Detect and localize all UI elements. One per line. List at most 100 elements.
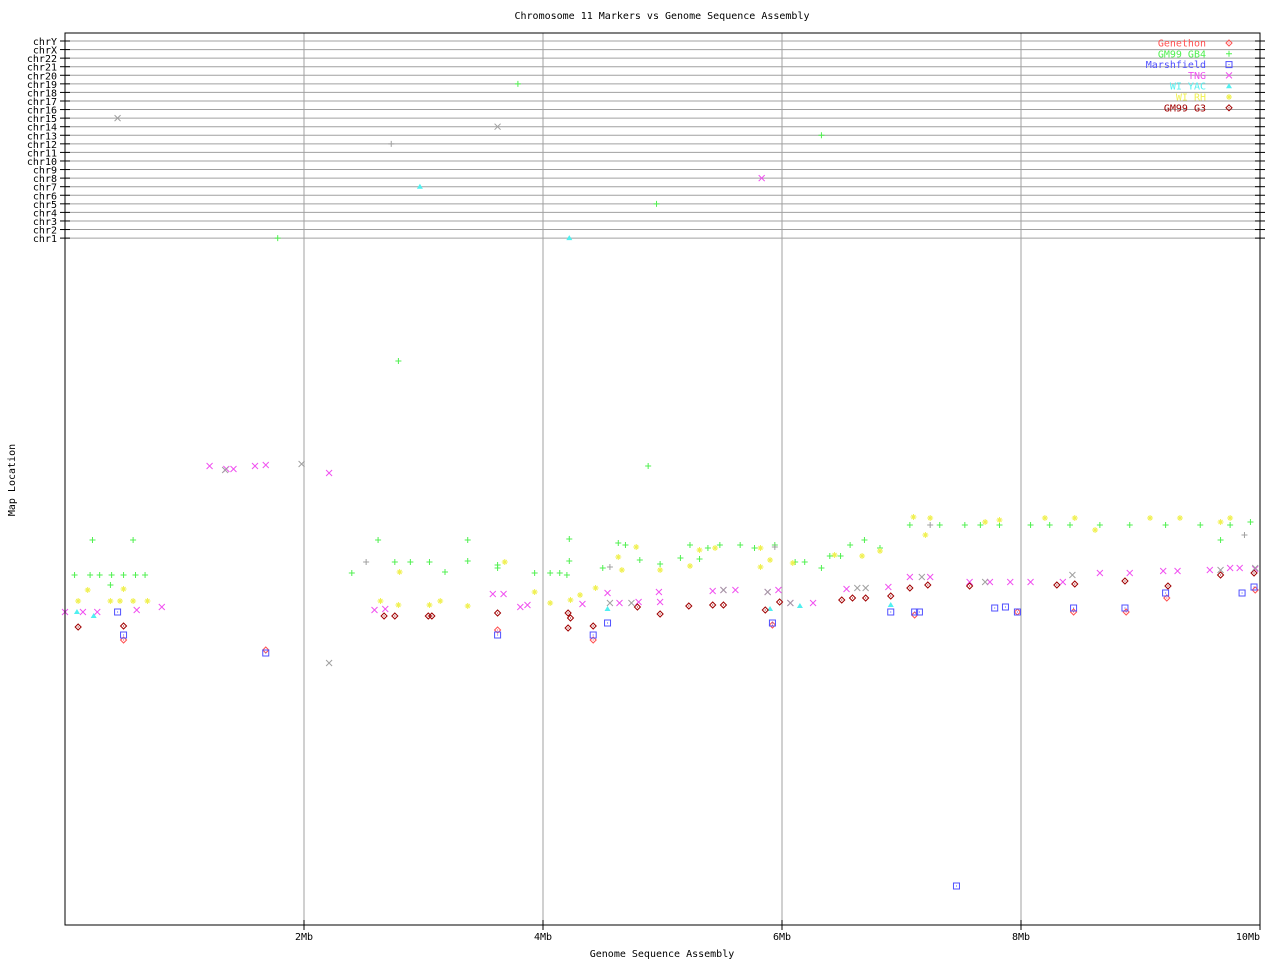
data-point (862, 584, 870, 592)
data-point (567, 597, 574, 603)
data-point (719, 601, 728, 609)
data-point (853, 584, 861, 592)
y-tick-label: chr21 (27, 63, 57, 74)
y-tick-label: chr20 (27, 71, 57, 82)
data-point (437, 598, 444, 604)
data-point (887, 592, 895, 600)
y-tick-label: chr3 (33, 217, 57, 228)
data-point (489, 590, 497, 598)
data-point (775, 598, 784, 606)
data-point (1070, 604, 1078, 612)
y-tick-label: chr15 (27, 114, 57, 125)
x-tick-label: 10Mb (1236, 932, 1260, 943)
data-point (1217, 566, 1224, 574)
data-point (768, 621, 777, 629)
data-point (589, 631, 597, 639)
data-point (1241, 532, 1248, 538)
y-tick-label: chr6 (33, 191, 57, 202)
data-point (732, 586, 739, 594)
data-point (848, 594, 857, 602)
data-point (1176, 515, 1183, 521)
data-point (801, 559, 808, 565)
data-point (986, 578, 994, 586)
data-point (633, 603, 642, 611)
data-point (1001, 603, 1009, 611)
data-point (1121, 604, 1129, 612)
data-point (927, 522, 934, 528)
data-point (464, 603, 471, 609)
data-point (144, 598, 151, 604)
data-point (716, 542, 723, 548)
data-point (132, 572, 139, 578)
data-point (566, 614, 575, 622)
x-tick-label: 4Mb (534, 932, 552, 943)
data-point (604, 606, 611, 611)
data-point (114, 608, 122, 616)
data-point (566, 558, 573, 564)
data-point (494, 565, 501, 571)
data-point (89, 537, 96, 543)
data-point (1227, 515, 1234, 521)
data-point (906, 584, 914, 592)
legend-marker-icon (1226, 50, 1232, 57)
data-point (1174, 567, 1181, 575)
y-tick-label: chr4 (33, 208, 57, 219)
data-point (1071, 515, 1078, 521)
y-tick-label: chr19 (27, 80, 57, 91)
data-point (606, 599, 614, 607)
data-point (622, 542, 629, 548)
data-point (1217, 519, 1224, 525)
data-point (628, 599, 635, 607)
y-tick-label: chrY (33, 37, 57, 48)
data-point (120, 572, 127, 578)
data-point (604, 589, 611, 597)
data-point (656, 598, 664, 606)
data-point (657, 561, 664, 567)
y-tick-label: chr13 (27, 131, 57, 142)
data-point (709, 587, 717, 595)
x-tick-label: 2Mb (295, 932, 313, 943)
data-point (1162, 589, 1170, 597)
data-point (764, 588, 772, 596)
data-point (1066, 522, 1073, 528)
data-point (761, 606, 769, 614)
data-point (93, 608, 101, 616)
data-point (426, 602, 433, 608)
data-point (494, 631, 502, 639)
data-point (71, 572, 78, 578)
data-point (1217, 537, 1224, 543)
data-point (1053, 581, 1061, 589)
data-point (442, 569, 449, 575)
data-point (1126, 569, 1134, 577)
data-point (501, 559, 508, 565)
data-point (885, 583, 892, 591)
data-point (787, 599, 794, 607)
data-point (1059, 578, 1067, 586)
data-point (876, 548, 883, 554)
data-point (395, 358, 402, 364)
data-point (686, 563, 693, 569)
data-point (887, 602, 894, 607)
chr-data-point (818, 132, 825, 139)
data-point (325, 659, 333, 667)
data-point (936, 522, 943, 528)
data-point (74, 623, 82, 631)
legend-marker-icon (1225, 72, 1233, 79)
data-point (922, 532, 929, 538)
data-point (737, 542, 744, 548)
data-point (107, 582, 114, 588)
legend-label: GM99 GB4 (1158, 49, 1206, 60)
x-tick-label: 8Mb (1012, 932, 1030, 943)
data-point (966, 578, 973, 586)
data-point (982, 519, 989, 525)
data-point (1013, 608, 1021, 616)
chr-data-point (114, 114, 121, 122)
data-point (952, 882, 960, 890)
y-tick-label: chr17 (27, 97, 57, 108)
data-point (1238, 589, 1246, 597)
y-tick-label: chr22 (27, 54, 57, 65)
data-point (566, 536, 573, 542)
data-point (1227, 522, 1234, 528)
